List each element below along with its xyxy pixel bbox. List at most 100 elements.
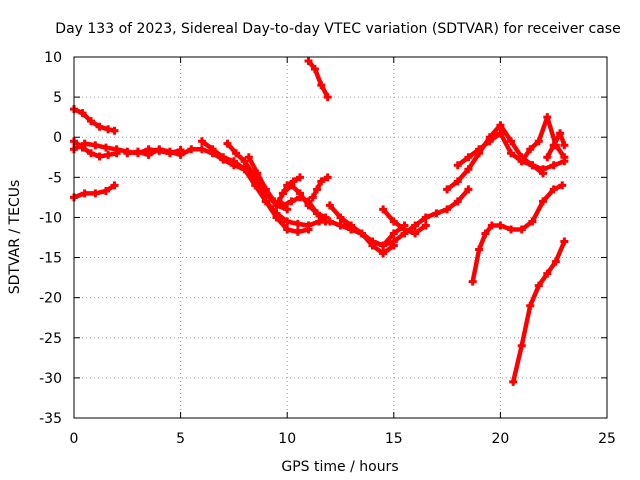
series-line: [310, 175, 330, 200]
data-point: [95, 152, 104, 161]
data-point: [308, 193, 317, 202]
data-point: [526, 301, 535, 310]
data-point: [289, 177, 298, 186]
y-tick-label: -35: [39, 411, 62, 427]
data-point: [304, 197, 313, 206]
data-point: [551, 257, 560, 266]
data-point: [411, 221, 420, 230]
data-point: [240, 165, 249, 174]
data-point: [293, 227, 302, 236]
data-point: [313, 209, 322, 218]
data-point: [558, 181, 567, 190]
data-point: [283, 205, 292, 214]
data-point: [229, 157, 238, 166]
data-point: [485, 137, 494, 146]
data-point: [432, 209, 441, 218]
series-arc-14: [336, 213, 409, 250]
data-layer: [70, 57, 569, 386]
series-line: [306, 187, 471, 248]
data-point: [223, 139, 232, 148]
data-point: [347, 221, 356, 230]
data-point: [543, 153, 552, 162]
data-point: [475, 245, 484, 254]
data-point: [110, 126, 119, 135]
data-point: [379, 249, 388, 258]
data-point: [464, 165, 473, 174]
data-point: [274, 197, 283, 206]
data-point: [219, 153, 228, 162]
data-point: [453, 197, 462, 206]
data-point: [528, 161, 537, 170]
y-tick-label: 10: [44, 50, 62, 66]
series-arc-16: [443, 121, 548, 194]
data-point: [325, 217, 334, 226]
plot-frame: [73, 56, 608, 419]
data-point: [496, 121, 505, 130]
series-line: [125, 147, 311, 228]
data-point: [539, 165, 548, 174]
series-line: [306, 58, 330, 100]
y-axis-label: SDTVAR / TECUs: [7, 180, 23, 295]
data-point: [560, 141, 569, 150]
data-point: [453, 177, 462, 186]
tick-layer: 0 5 10 15 20 25 10 5 0 -5 -10 -15 -20 -25 -30 -35: [39, 50, 616, 447]
data-point: [101, 186, 110, 195]
data-point: [317, 81, 326, 90]
series-line: [545, 130, 567, 160]
data-point: [208, 145, 217, 154]
data-point: [104, 150, 113, 159]
data-point: [421, 213, 430, 222]
data-point: [464, 153, 473, 162]
data-point: [197, 145, 206, 154]
data-point: [509, 377, 518, 386]
data-point: [261, 185, 270, 194]
data-point: [176, 150, 185, 159]
data-point: [487, 221, 496, 230]
data-point: [507, 137, 516, 146]
data-point: [95, 122, 104, 131]
x-tick-label: 10: [278, 431, 296, 447]
y-tick-label: -5: [48, 170, 62, 186]
data-point: [144, 150, 153, 159]
data-point: [389, 237, 398, 246]
data-point: [80, 189, 89, 198]
data-point: [133, 147, 142, 156]
x-tick-label: 0: [70, 431, 79, 447]
y-tick-label: -15: [39, 251, 62, 267]
data-point: [496, 221, 505, 230]
data-point: [315, 217, 324, 226]
data-point: [270, 197, 279, 206]
data-point: [313, 185, 322, 194]
data-point: [443, 205, 452, 214]
data-point: [549, 185, 558, 194]
series-arc-10: [274, 173, 304, 206]
data-point: [272, 213, 281, 222]
data-point: [539, 169, 548, 178]
data-point: [517, 341, 526, 350]
data-point: [208, 149, 217, 158]
data-point: [304, 221, 313, 230]
data-point: [261, 197, 270, 206]
data-point: [295, 173, 304, 182]
data-point: [229, 161, 238, 170]
data-point: [443, 185, 452, 194]
series-arc-7: [223, 139, 292, 214]
data-point: [379, 205, 388, 214]
data-point: [91, 189, 100, 198]
data-point: [539, 197, 548, 206]
data-point: [411, 229, 420, 238]
y-tick-label: -10: [39, 210, 62, 226]
data-point: [526, 145, 535, 154]
data-point: [475, 145, 484, 154]
series-arc-11: [308, 173, 332, 202]
data-point: [400, 221, 409, 230]
data-point: [295, 193, 304, 202]
data-point: [317, 177, 326, 186]
series-arc-17: [453, 129, 569, 174]
data-point: [543, 113, 552, 122]
x-tick-label: 5: [176, 431, 185, 447]
data-point: [357, 229, 366, 238]
data-point: [304, 57, 313, 66]
data-point: [560, 153, 569, 162]
